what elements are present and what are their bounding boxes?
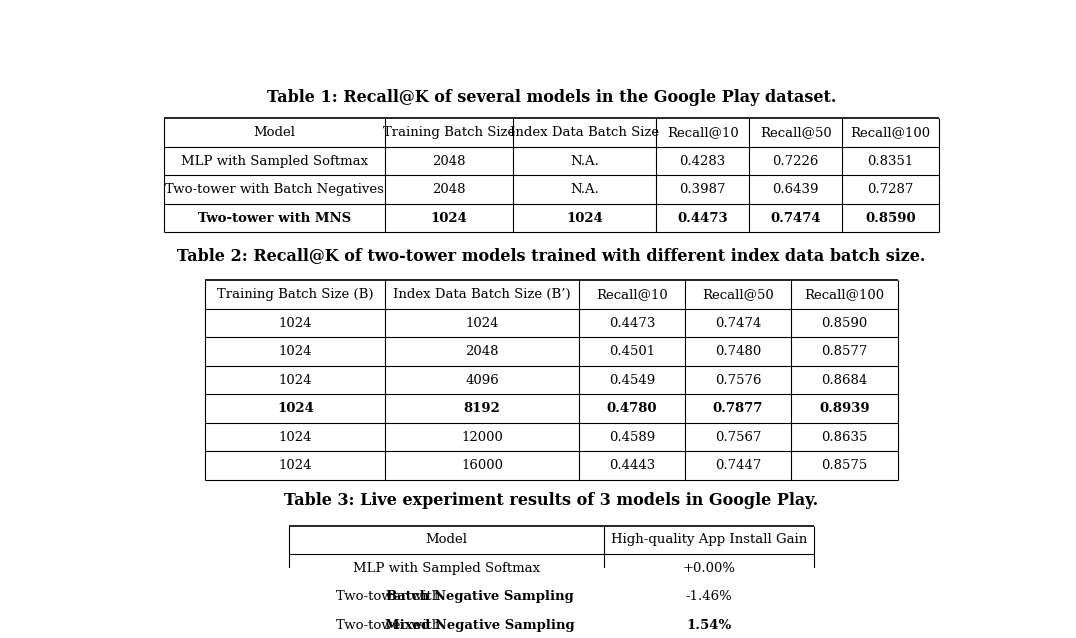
Text: Recall@10: Recall@10 xyxy=(596,288,668,301)
Text: 2048: 2048 xyxy=(466,345,499,358)
Text: 0.8590: 0.8590 xyxy=(865,212,916,225)
Text: 0.4589: 0.4589 xyxy=(609,431,655,443)
Text: 1024: 1024 xyxy=(279,431,312,443)
Text: 0.7567: 0.7567 xyxy=(714,431,761,443)
Text: 1024: 1024 xyxy=(279,374,312,387)
Text: Recall@50: Recall@50 xyxy=(703,288,774,301)
Text: 1024: 1024 xyxy=(279,316,312,330)
Text: 1024: 1024 xyxy=(466,316,499,330)
Text: 1.54%: 1.54% xyxy=(686,619,732,632)
Text: 2048: 2048 xyxy=(431,154,466,168)
Text: Training Batch Size (B): Training Batch Size (B) xyxy=(217,288,373,301)
Text: Two-tower with: Two-tower with xyxy=(336,619,444,632)
Text: Two-tower with: Two-tower with xyxy=(336,590,444,604)
Text: 1024: 1024 xyxy=(430,212,467,225)
Text: Recall@50: Recall@50 xyxy=(760,126,832,139)
Text: 0.8577: 0.8577 xyxy=(821,345,867,358)
Text: 0.7474: 0.7474 xyxy=(770,212,821,225)
Text: High-quality App Install Gain: High-quality App Install Gain xyxy=(611,533,807,546)
Text: 8192: 8192 xyxy=(464,402,500,415)
Text: 0.7576: 0.7576 xyxy=(714,374,761,387)
Text: 0.6439: 0.6439 xyxy=(773,183,819,196)
Text: Mixed Negative Sampling: Mixed Negative Sampling xyxy=(385,619,575,632)
Text: MLP with Sampled Softmax: MLP with Sampled Softmax xyxy=(353,562,540,575)
Text: 0.3987: 0.3987 xyxy=(679,183,726,196)
Text: 1024: 1024 xyxy=(279,459,312,472)
Text: 1024: 1024 xyxy=(566,212,603,225)
Text: 0.7480: 0.7480 xyxy=(714,345,761,358)
Text: 0.7226: 0.7226 xyxy=(773,154,819,168)
Text: Table 1: Recall@K of several models in the Google Play dataset.: Table 1: Recall@K of several models in t… xyxy=(267,89,836,106)
Text: Recall@100: Recall@100 xyxy=(851,126,931,139)
Text: Table 2: Recall@K of two-tower models trained with different index data batch si: Table 2: Recall@K of two-tower models tr… xyxy=(178,247,925,264)
Text: +0.00%: +0.00% xyxy=(682,562,736,575)
Text: -1.46%: -1.46% xyxy=(685,590,733,604)
Text: 0.8939: 0.8939 xyxy=(819,402,869,415)
Text: 2048: 2048 xyxy=(431,183,466,196)
Text: 0.4283: 0.4283 xyxy=(680,154,726,168)
Text: Index Data Batch Size: Index Data Batch Size xyxy=(510,126,659,139)
Text: 0.4780: 0.4780 xyxy=(607,402,657,415)
Text: Recall@100: Recall@100 xyxy=(804,288,884,301)
Text: 0.4473: 0.4473 xyxy=(609,316,655,330)
Text: MLP with Sampled Softmax: MLP with Sampled Softmax xyxy=(181,154,368,168)
Text: Batch Negative Sampling: Batch Negative Sampling xyxy=(385,590,574,604)
Text: 4096: 4096 xyxy=(465,374,499,387)
Text: 1024: 1024 xyxy=(277,402,314,415)
Text: Model: Model xyxy=(253,126,295,139)
Text: Index Data Batch Size (B’): Index Data Batch Size (B’) xyxy=(394,288,571,301)
Text: 0.7474: 0.7474 xyxy=(714,316,761,330)
Text: N.A.: N.A. xyxy=(570,183,599,196)
Text: 0.4443: 0.4443 xyxy=(609,459,655,472)
Text: N.A.: N.A. xyxy=(570,154,599,168)
Text: Recall@10: Recall@10 xyxy=(667,126,738,139)
Text: 0.8575: 0.8575 xyxy=(821,459,867,472)
Text: Table 3: Live experiment results of 3 models in Google Play.: Table 3: Live experiment results of 3 mo… xyxy=(284,492,819,509)
Text: 16000: 16000 xyxy=(462,459,504,472)
Text: 0.7877: 0.7877 xyxy=(712,402,763,415)
Text: Two-tower with MNS: Two-tower with MNS xyxy=(198,212,351,225)
Text: 0.4549: 0.4549 xyxy=(609,374,655,387)
Text: 0.4501: 0.4501 xyxy=(609,345,655,358)
Text: 0.8635: 0.8635 xyxy=(821,431,867,443)
Text: 0.7287: 0.7287 xyxy=(867,183,914,196)
Text: Model: Model xyxy=(425,533,467,546)
Text: 0.8351: 0.8351 xyxy=(867,154,914,168)
Text: 0.8590: 0.8590 xyxy=(821,316,867,330)
Text: 1024: 1024 xyxy=(279,345,312,358)
Text: 0.8684: 0.8684 xyxy=(821,374,867,387)
Text: 0.7447: 0.7447 xyxy=(714,459,761,472)
Text: 12000: 12000 xyxy=(462,431,504,443)
Text: Training Batch Size: Training Batch Size xyxy=(383,126,514,139)
Text: Two-tower with Batch Negatives: Two-tower with Batch Negatives xyxy=(165,183,384,196)
Text: 0.4473: 0.4473 xyxy=(678,212,728,225)
